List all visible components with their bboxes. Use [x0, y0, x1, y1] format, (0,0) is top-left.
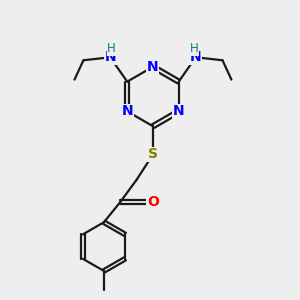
Text: N: N [173, 104, 184, 118]
Text: O: O [147, 195, 159, 209]
Text: S: S [148, 148, 158, 161]
Text: N: N [122, 104, 133, 118]
Text: H: H [107, 43, 116, 56]
Text: N: N [147, 60, 159, 74]
Text: N: N [190, 50, 202, 64]
Text: N: N [104, 50, 116, 64]
Text: H: H [190, 43, 199, 56]
